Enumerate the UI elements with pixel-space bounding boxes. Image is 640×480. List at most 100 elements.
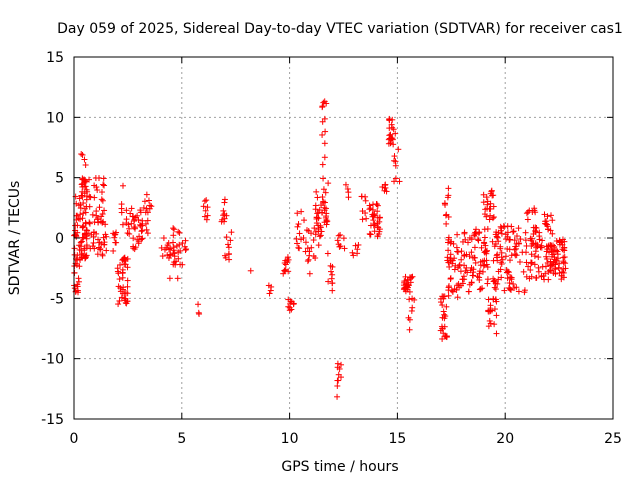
data-point [247, 267, 254, 274]
data-point [83, 233, 90, 240]
data-point [225, 241, 232, 248]
data-point [94, 214, 101, 221]
data-point [93, 208, 100, 215]
data-point [555, 264, 562, 271]
data-point [320, 175, 327, 182]
data-point [507, 274, 514, 281]
data-point [511, 246, 518, 253]
data-point [440, 308, 447, 315]
data-point [301, 217, 308, 224]
data-point [369, 213, 376, 220]
data-point [84, 188, 91, 195]
data-point [86, 220, 93, 227]
data-point [493, 312, 500, 319]
y-tick-label: 15 [46, 50, 64, 66]
data-point [359, 208, 366, 215]
data-point [117, 261, 124, 268]
data-point [76, 263, 83, 270]
data-point [82, 178, 89, 185]
data-point [366, 202, 373, 209]
data-point [325, 180, 332, 187]
data-point [95, 236, 102, 243]
data-point [507, 286, 514, 293]
data-point [314, 194, 321, 201]
data-point [445, 185, 452, 192]
data-point [548, 242, 555, 249]
data-point [484, 225, 491, 232]
data-point [139, 227, 146, 234]
data-point [484, 264, 491, 271]
data-point [461, 229, 468, 236]
data-point [495, 268, 502, 275]
data-point [315, 226, 322, 233]
data-point [71, 245, 78, 252]
data-point [487, 320, 494, 327]
data-point [183, 246, 190, 253]
data-point [468, 236, 475, 243]
data-point [506, 236, 513, 243]
data-point [123, 207, 130, 214]
data-point [78, 151, 85, 158]
data-point [166, 275, 173, 282]
data-point [225, 244, 232, 251]
data-point [323, 221, 330, 228]
data-point [501, 287, 508, 294]
data-point [321, 98, 328, 105]
data-point [451, 255, 458, 262]
data-point [329, 263, 336, 270]
data-point [169, 239, 176, 246]
data-point [111, 234, 118, 241]
data-point [502, 231, 509, 238]
data-point [538, 272, 545, 279]
data-point [544, 246, 551, 253]
data-point [174, 275, 181, 282]
data-point [453, 244, 460, 251]
data-point [374, 208, 381, 215]
data-point [195, 301, 202, 308]
data-point [345, 194, 352, 201]
data-point [78, 238, 85, 245]
data-point [119, 182, 126, 189]
data-point [516, 258, 523, 265]
data-point [85, 230, 92, 237]
data-point [350, 252, 357, 259]
data-point [442, 212, 449, 219]
data-point [319, 194, 326, 201]
data-point [337, 231, 344, 238]
data-point [144, 217, 151, 224]
data-point [284, 254, 291, 261]
data-point [477, 285, 484, 292]
data-point [443, 220, 450, 227]
data-point [119, 269, 126, 276]
data-point [441, 200, 448, 207]
data-point [497, 223, 504, 230]
data-point [79, 234, 86, 241]
data-point [305, 256, 312, 263]
data-point [385, 140, 392, 147]
data-point [321, 154, 328, 161]
data-point [369, 206, 376, 213]
data-point [526, 275, 533, 282]
data-point [487, 190, 494, 197]
data-point [324, 218, 331, 225]
data-point [160, 235, 167, 242]
data-point [471, 232, 478, 239]
data-point [342, 181, 349, 188]
data-point [312, 255, 319, 262]
data-point [320, 198, 327, 205]
data-point [218, 218, 225, 225]
data-point [491, 243, 498, 250]
data-point [528, 251, 535, 258]
grid-lines [74, 57, 613, 419]
data-point [119, 274, 126, 281]
data-point [204, 204, 211, 211]
data-point [97, 218, 104, 225]
data-point [171, 226, 178, 233]
data-point [535, 254, 542, 261]
y-tick-labels: -15 -10 -5 0 5 10 15 [41, 50, 64, 428]
data-point [391, 153, 398, 160]
y-tick-label: -5 [50, 291, 64, 307]
data-point [221, 252, 228, 259]
data-point [124, 283, 131, 290]
data-point [80, 210, 87, 217]
